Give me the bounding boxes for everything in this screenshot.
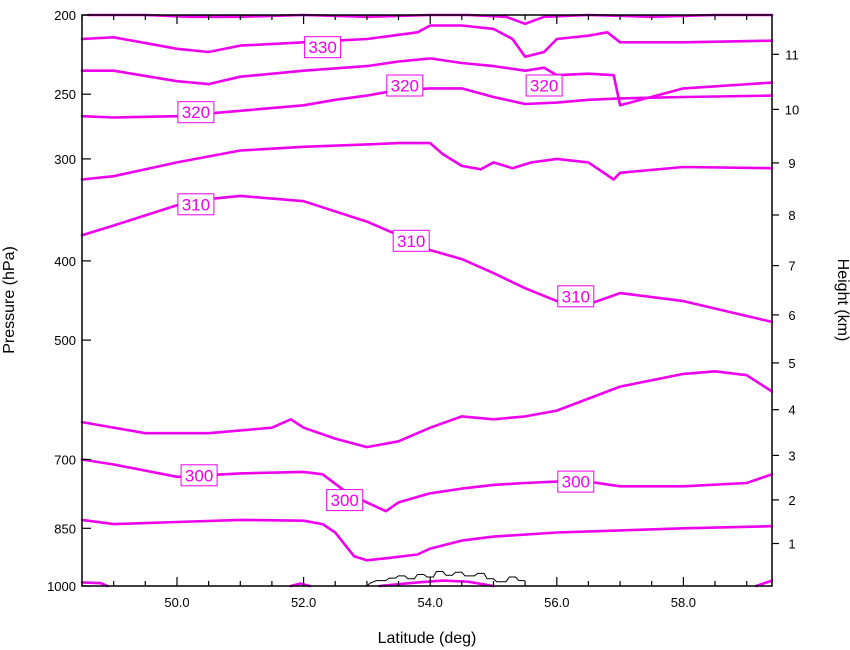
x-tick-label: 52.0 [291,595,316,610]
contour-label-box-7 [557,285,595,308]
height-tick-label: 11 [785,47,799,62]
contour-line-2 [80,24,774,59]
contour-line-4 [80,87,774,119]
pressure-tick-label: 400 [54,254,76,269]
contour-label-10: 300 [562,473,590,492]
contour-line-10 [80,581,109,588]
contour-label-4: 320 [182,103,210,122]
contour-label-7: 310 [562,287,590,306]
pressure-tick-label: 850 [54,521,76,536]
contour-line-13 [754,579,774,588]
contour-label-1: 330 [308,38,336,57]
contour-label-box-2 [386,74,424,97]
contour-label-8: 300 [185,466,213,485]
height-tick-label: 2 [788,493,795,508]
pressure-tick-label: 500 [54,333,76,348]
contour-line-5 [80,141,774,181]
x-tick-label: 54.0 [418,595,443,610]
y-left-axis-title: Pressure (hPa) [1,246,18,354]
contour-line-8 [80,458,774,513]
contour-line-12 [378,579,495,588]
height-tick-label: 6 [788,308,795,323]
contour-lines [80,13,774,588]
contour-label-9: 300 [331,491,359,510]
terrain-outline [366,571,526,587]
plot-frame [81,14,773,587]
pressure-tick-label: 300 [54,152,76,167]
contour-label-box-9 [326,489,364,512]
x-axis-title: Latitude (deg) [378,630,477,647]
contour-line-9 [80,518,774,562]
x-tick-label: 56.0 [544,595,569,610]
height-tick-label: 5 [788,356,795,371]
contour-label-box-3 [525,74,563,97]
contour-label-box-8 [180,464,218,487]
contour-label-box-4 [177,101,215,124]
pressure-tick-label: 1000 [47,579,76,594]
height-tick-label: 7 [788,259,795,274]
x-tick-label: 58.0 [671,595,696,610]
contour-label-3: 320 [530,77,558,96]
x-tick-label: 50.0 [164,595,189,610]
x-axis: 50.0 52.0 54.0 56.0 58.0 [81,15,748,610]
pressure-tick-label: 700 [54,453,76,468]
contour-line-7 [80,370,774,449]
contour-line-3 [80,57,774,107]
contour-labels: 330 320 320 320 310 310 310 300 300 300 [177,36,595,512]
contour-label-box-1 [304,36,342,59]
contour-label-box-6 [392,229,430,252]
height-tick-label: 4 [788,403,795,418]
height-tick-label: 1 [788,537,795,552]
pressure-axis: 200 250 300 400 500 700 850 1000 [47,8,91,594]
height-tick-label: 3 [788,448,795,463]
height-axis: 1 2 3 4 5 6 7 8 9 10 11 [772,47,799,552]
height-tick-label: 8 [788,208,795,223]
contour-label-2: 320 [391,77,419,96]
contour-label-6: 310 [397,232,425,251]
pressure-tick-label: 250 [54,87,76,102]
contour-line-11 [289,582,312,588]
height-tick-label: 9 [788,156,795,171]
contour-label-box-5 [177,193,215,216]
y-right-axis-title: Height (km) [834,259,850,342]
height-tick-label: 10 [785,102,799,117]
pressure-tick-label: 200 [54,8,76,23]
contour-label-5: 310 [182,195,210,214]
contour-label-box-10 [557,470,595,493]
terrain-line [366,571,526,587]
